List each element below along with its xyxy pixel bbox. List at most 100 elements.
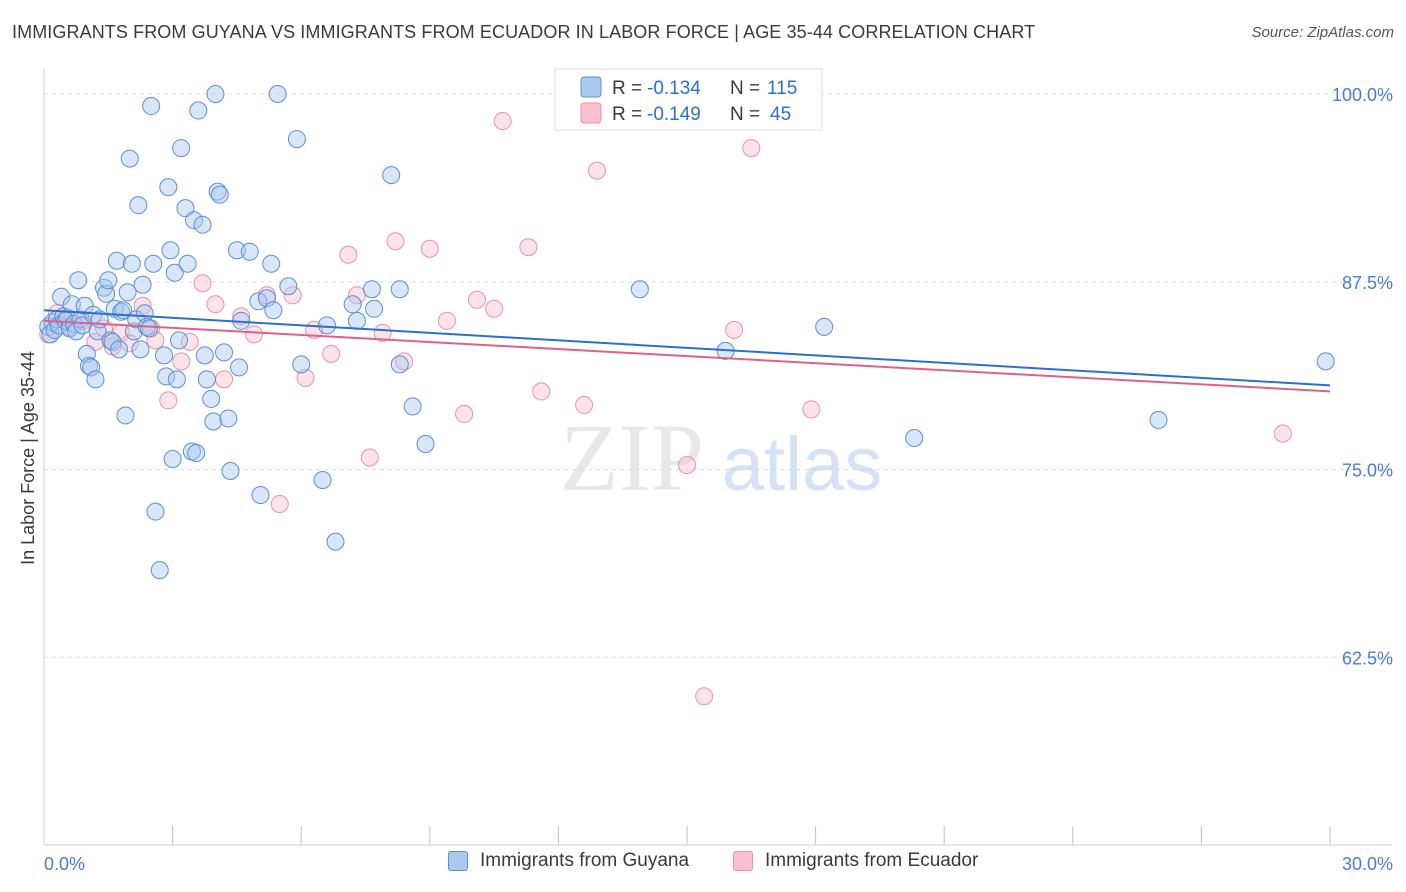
source-credit: Source: ZipAtlas.com [1251, 24, 1394, 41]
y-tick-label: 100.0% [1332, 85, 1393, 105]
data-point-guyana [362, 280, 381, 299]
data-point-ecuador [232, 307, 251, 326]
data-point-guyana [292, 355, 311, 374]
data-point-guyana [268, 85, 287, 104]
data-point-ecuador [193, 274, 212, 293]
data-point-ecuador [493, 112, 512, 131]
data-point-guyana [206, 85, 225, 104]
data-point-guyana [251, 486, 270, 505]
stats-n-value-2: 45 [770, 104, 791, 125]
data-point-guyana [155, 346, 174, 365]
data-point-guyana [208, 182, 227, 201]
data-point-guyana [287, 130, 306, 149]
watermark-atlas: atlas [722, 422, 883, 507]
data-point-guyana [150, 561, 169, 580]
data-point-ecuador [339, 245, 358, 264]
data-point-guyana [187, 443, 206, 462]
data-point-guyana [52, 287, 71, 306]
legend-label-guyana: Immigrants from Guyana [480, 850, 690, 871]
data-point-guyana [172, 139, 191, 158]
data-point-guyana [86, 370, 105, 389]
data-point-guyana [110, 340, 129, 359]
data-point-guyana [227, 241, 246, 260]
data-point-guyana [317, 316, 336, 335]
stats-n-label-1: N = [730, 78, 760, 99]
data-point-guyana [630, 280, 649, 299]
data-point-guyana [195, 346, 214, 365]
data-point-guyana [390, 355, 409, 374]
data-point-guyana [382, 166, 401, 185]
data-point-guyana [116, 406, 135, 425]
data-point-guyana [416, 434, 435, 453]
y-tick-label: 87.5% [1342, 273, 1393, 293]
data-point-ecuador [215, 370, 234, 389]
data-point-ecuador [467, 290, 486, 309]
data-point-ecuador [437, 311, 456, 330]
data-point-guyana [210, 185, 229, 204]
data-point-guyana [107, 251, 126, 270]
data-point-guyana [343, 295, 362, 314]
data-point-guyana [131, 340, 150, 359]
legend-label-ecuador: Immigrants from Ecuador [765, 850, 979, 871]
data-point-guyana [82, 358, 101, 377]
data-point-ecuador [519, 238, 538, 257]
stats-r-label-1: R = [612, 78, 642, 99]
data-point-ecuador [245, 325, 264, 344]
data-point-guyana [197, 370, 216, 389]
data-point-ecuador [373, 323, 392, 342]
data-point-ecuador [802, 400, 821, 419]
data-point-ecuador [270, 495, 289, 514]
x-tick-label: 0.0% [44, 854, 85, 874]
stats-r-value-2: -0.149 [647, 104, 701, 125]
data-point-guyana [120, 149, 139, 168]
data-point-guyana [905, 428, 924, 447]
y-tick-label: 75.0% [1342, 461, 1393, 481]
stats-n-label-2: N = [730, 104, 760, 125]
data-point-guyana [161, 241, 180, 260]
data-point-ecuador [485, 299, 504, 318]
data-point-ecuador [172, 352, 191, 371]
data-point-guyana [264, 301, 283, 320]
data-point-guyana [185, 211, 204, 230]
data-point-guyana [170, 331, 189, 350]
y-axis-label: In Labor Force | Age 35-44 [18, 351, 38, 565]
data-point-ecuador [283, 286, 302, 305]
data-point-ecuador [725, 320, 744, 339]
data-point-ecuador [206, 295, 225, 314]
watermark: ZIP atlas [560, 404, 882, 511]
data-point-guyana [167, 370, 186, 389]
stats-r-value-1: -0.134 [647, 78, 701, 99]
legend-swatch-guyana [448, 851, 468, 871]
trend-line-ecuador [43, 319, 1331, 393]
data-point-ecuador [742, 139, 761, 158]
data-point-guyana [390, 280, 409, 299]
legend-swatch-ecuador [733, 851, 753, 871]
data-point-ecuador [386, 232, 405, 251]
data-point-guyana [347, 311, 366, 330]
data-point-guyana [215, 343, 234, 362]
chart-title: IMMIGRANTS FROM GUYANA VS IMMIGRANTS FRO… [12, 22, 1036, 42]
data-point-ecuador [360, 448, 379, 467]
data-point-ecuador [322, 344, 341, 363]
data-point-guyana [279, 277, 298, 296]
data-point-ecuador [695, 687, 714, 706]
legend-item-ecuador[interactable]: Immigrants from Ecuador [733, 850, 978, 872]
data-point-guyana [142, 97, 161, 116]
data-point-ecuador [532, 382, 551, 401]
stats-swatch-guyana [580, 76, 602, 98]
trend-lines [43, 309, 1331, 393]
data-point-guyana [1149, 410, 1168, 429]
watermark-zip: ZIP [560, 404, 704, 511]
data-point-guyana [815, 317, 834, 336]
stats-legend: R = -0.134 N = 115 R = -0.149 N = 45 [554, 68, 823, 131]
stats-swatch-ecuador [580, 102, 602, 124]
data-point-ecuador [296, 368, 315, 387]
data-point-guyana [189, 101, 208, 120]
data-point-guyana [403, 397, 422, 416]
data-point-guyana [365, 299, 384, 318]
data-point-guyana [326, 532, 345, 551]
stats-r-label-2: R = [612, 104, 642, 125]
legend-item-guyana[interactable]: Immigrants from Guyana [448, 850, 689, 872]
data-point-guyana [1316, 352, 1335, 371]
